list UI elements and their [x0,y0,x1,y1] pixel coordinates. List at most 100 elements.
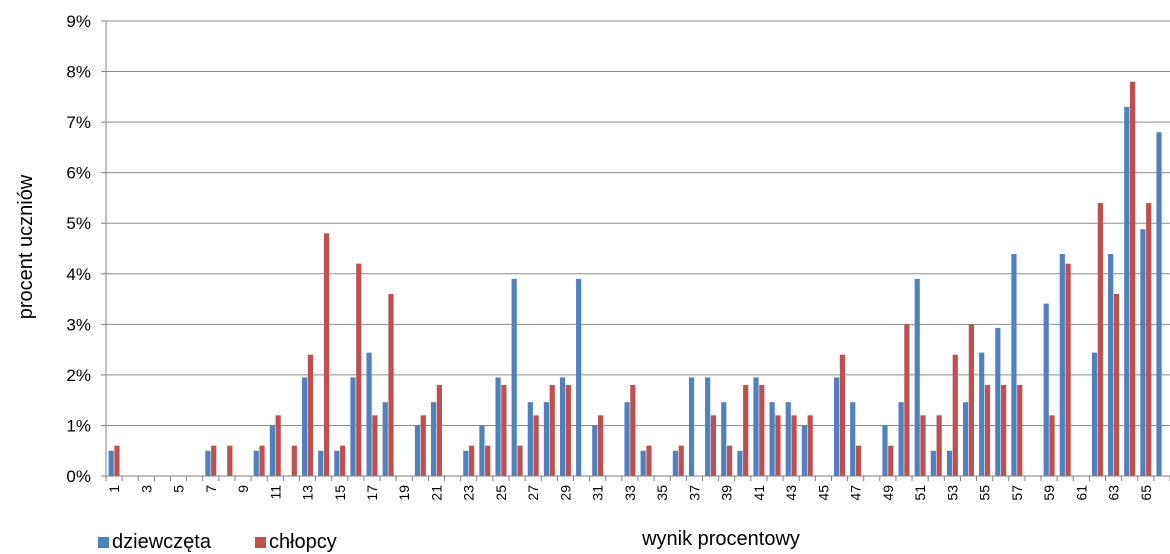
x-tick-label: 33 [622,485,638,501]
y-tick-label: 7% [66,113,91,132]
x-tick-label: 27 [525,485,541,501]
x-tick-label: 55 [977,485,993,501]
bar-dziewczeta-13 [302,377,308,476]
legend-label-chlopcy: chłopcy [268,531,337,553]
bar-chlopcy-41 [759,385,765,476]
bar-chlopcy-7 [211,445,217,476]
bar-dziewczeta-63 [1108,254,1114,476]
bar-dziewczeta-55 [979,352,985,476]
bar-dziewczeta-23 [463,450,469,476]
bar-dziewczeta-50 [898,402,904,476]
bar-chlopcy-8 [227,445,233,476]
x-tick-label: 61 [1073,485,1089,501]
bar-dziewczeta-14 [318,450,324,476]
x-tick-label: 15 [332,485,348,501]
x-tick-label: 7 [203,485,219,493]
bar-chlopcy-17 [372,415,378,476]
bar-chlopcy-24 [485,445,491,476]
bar-dziewczeta-24 [479,425,485,476]
legend-swatch-chlopcy [254,536,266,548]
x-tick-label: 43 [783,485,799,501]
y-tick-label: 5% [66,214,91,233]
bar-chlopcy-33 [630,385,636,476]
y-tick-label: 8% [66,63,91,82]
bar-chlopcy-12 [291,445,297,476]
x-tick-label: 29 [557,485,573,501]
x-tick-label: 25 [493,485,509,501]
bar-dziewczeta-25 [495,377,501,476]
bar-chlopcy-51 [920,415,926,476]
x-tick-label: 35 [654,485,670,501]
bar-dziewczeta-37 [688,377,695,476]
bar-dziewczeta-40 [737,450,743,476]
bar-chlopcy-14 [323,233,330,476]
bar-dziewczeta-44 [801,425,807,476]
bar-chlopcy-26 [517,445,523,476]
bar-dziewczeta-18 [382,402,388,476]
bar-chlopcy-25 [501,385,507,476]
x-tick-label: 1 [106,485,122,493]
bar-chlopcy-49 [888,445,894,476]
bar-dziewczeta-38 [705,377,711,476]
bar-dziewczeta-64 [1124,106,1130,476]
bar-dziewczeta-62 [1091,352,1098,476]
bar-dziewczeta-42 [769,402,775,476]
bar-chlopcy-47 [855,445,862,476]
x-tick-label: 51 [912,485,928,501]
bar-dziewczeta-16 [350,377,356,476]
bar-dziewczeta-1 [108,450,114,476]
x-tick-label: 37 [686,485,702,501]
bar-dziewczeta-36 [672,450,679,476]
x-tick-label: 3 [138,485,154,493]
bar-chlopcy-28 [549,385,555,476]
x-tick-label: 47 [848,485,864,501]
bar-dziewczeta-53 [946,450,953,476]
bar-dziewczeta-29 [559,377,566,476]
bar-dziewczeta-65 [1140,229,1146,476]
bar-dziewczeta-47 [850,402,856,476]
legend-label-dziewczeta: dziewczęta [112,531,211,553]
bar-dziewczeta-59 [1043,303,1049,476]
y-tick-label: 1% [66,416,91,435]
bar-dziewczeta-17 [366,352,372,476]
bar-chlopcy-54 [968,324,974,476]
bar-chlopcy-44 [807,415,813,476]
legend-swatch-dziewczeta [98,536,109,548]
bar-chlopcy-50 [904,324,910,476]
x-tick-label: 53 [944,485,960,501]
bar-chlopcy-62 [1097,203,1103,476]
x-tick-label: 23 [461,485,477,501]
bar-dziewczeta-46 [834,377,840,476]
y-tick-label: 6% [66,164,91,183]
bar-chlopcy-16 [356,263,362,476]
x-tick-label: 39 [719,485,735,501]
bar-dziewczeta-11 [269,425,275,476]
x-tick-label: 45 [815,485,831,501]
bar-chlopcy-27 [533,415,539,476]
x-tick-label: 19 [396,485,412,501]
bar-chlopcy-43 [791,415,797,476]
bar-dziewczeta-56 [995,327,1001,476]
y-tick-label: 4% [66,265,91,284]
bar-dziewczeta-27 [527,402,533,476]
x-tick-label: 59 [1041,485,1057,501]
bar-chlopcy-15 [340,445,346,476]
bar-dziewczeta-41 [753,377,759,476]
x-tick-label: 5 [171,485,187,493]
y-tick-labels: 0% 1% 2% 3% 4% 5% 6% 7% 8% 9% [66,12,91,486]
bar-chlopcy-20 [420,415,426,476]
x-tick-label: 57 [1009,485,1025,501]
y-tick-label: 0% [66,467,91,486]
bar-dziewczeta-54 [962,402,969,476]
bar-chlopcy-1 [114,445,120,476]
bar-chlopcy-10 [259,445,265,476]
y-axis-title: procent uczniów [15,174,37,319]
legend-item-chlopcy: chłopcy [254,531,337,553]
bar-chlopcy-53 [952,354,958,476]
bar-dziewczeta-28 [543,402,550,476]
x-tick-label: 21 [428,485,444,501]
y-tick-label: 3% [66,315,91,334]
bar-chlopcy-65 [1146,203,1152,476]
bars [108,81,1162,477]
